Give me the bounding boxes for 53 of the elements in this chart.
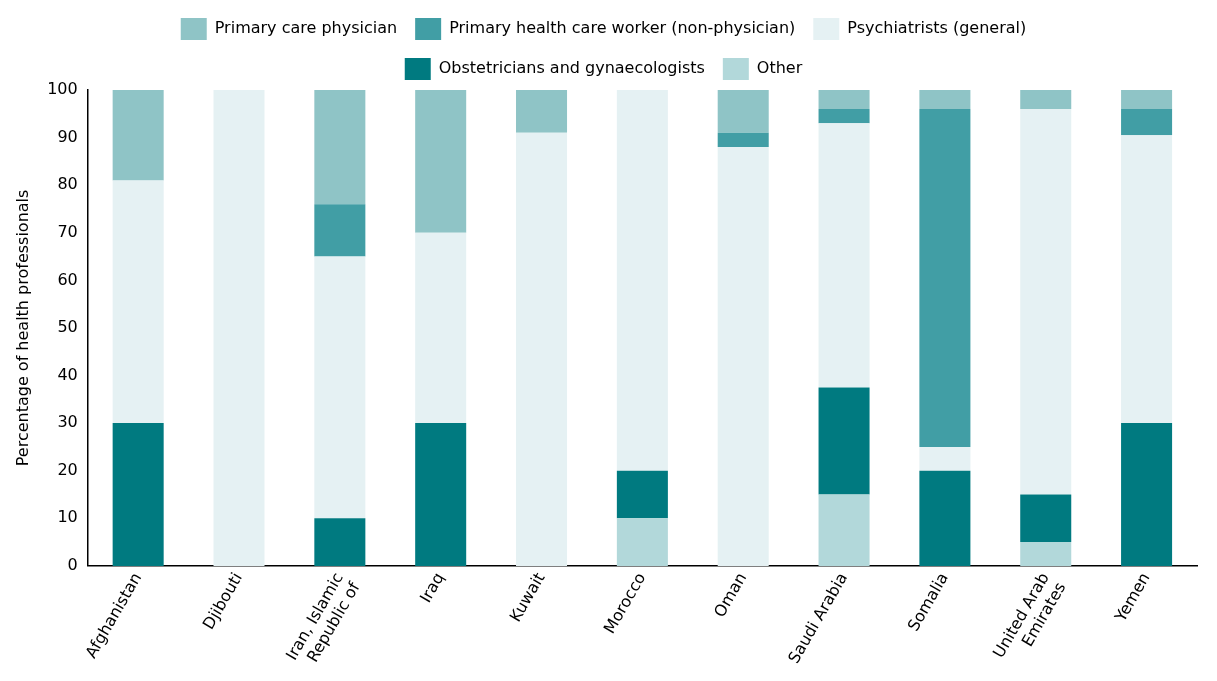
bar	[112, 90, 164, 181]
y-tick-label: 10	[57, 507, 78, 527]
bar	[314, 90, 366, 205]
y-tick-label: 70	[57, 221, 78, 241]
bar	[112, 423, 164, 566]
bar	[717, 132, 769, 148]
bar	[1121, 423, 1173, 566]
bar	[1121, 109, 1173, 136]
bar	[1020, 90, 1072, 110]
bar	[112, 180, 164, 424]
bar	[818, 90, 870, 110]
bar	[1020, 109, 1072, 495]
legend-label: Psychiatrists (general)	[847, 18, 1027, 38]
y-tick-label: 60	[57, 269, 78, 289]
y-tick-label: 30	[57, 412, 78, 432]
bar	[818, 494, 870, 566]
bar	[919, 470, 971, 566]
legend-label: Primary health care worker (non-physician)	[449, 18, 796, 38]
bar	[213, 90, 265, 566]
bar	[314, 204, 366, 257]
bar	[919, 109, 971, 447]
bar	[717, 147, 769, 566]
bar	[616, 518, 668, 566]
bar	[1121, 135, 1173, 424]
bar	[516, 90, 568, 133]
y-tick-label: 50	[57, 317, 78, 337]
bar	[415, 232, 467, 424]
bar	[818, 109, 870, 124]
bar	[516, 132, 568, 566]
bar	[818, 387, 870, 495]
y-tick-label: 0	[67, 555, 78, 575]
y-tick-label: 20	[57, 459, 78, 479]
bar	[415, 423, 467, 566]
bar	[314, 518, 366, 566]
bar	[1121, 90, 1173, 110]
bar	[919, 446, 971, 471]
legend-label: Primary care physician	[214, 18, 398, 38]
y-tick-label: 80	[57, 174, 78, 194]
y-tick-label: 40	[57, 364, 78, 384]
bar	[919, 90, 971, 110]
bar	[314, 256, 366, 519]
bar	[616, 90, 668, 471]
legend-label: Other	[756, 58, 803, 78]
bar	[1020, 542, 1072, 566]
bar	[415, 90, 467, 233]
y-axis-title: Percentage of health professionals	[12, 189, 32, 467]
y-tick-label: 90	[57, 126, 78, 146]
bar	[717, 90, 769, 133]
bar	[616, 470, 668, 519]
legend-label: Obstetricians and gynaecologists	[438, 58, 705, 78]
y-tick-label: 100	[47, 79, 78, 99]
bar	[1020, 494, 1072, 543]
bar	[818, 123, 870, 388]
